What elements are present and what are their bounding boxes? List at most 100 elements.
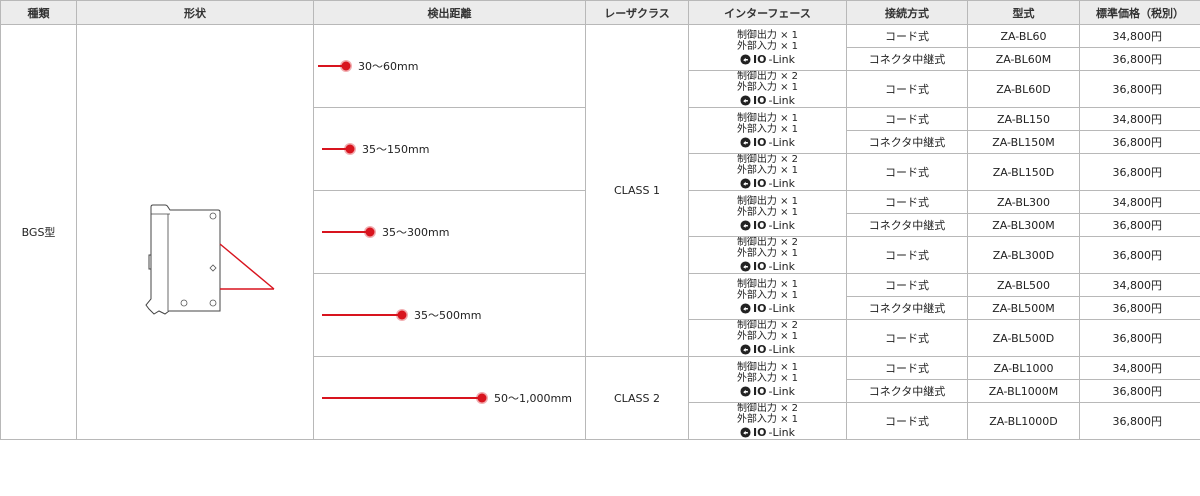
table-body: BGS型 30～60mm CLASS 1 制御出力 × 1 外部入力 × 1 IO -Lin… (0, 24, 1200, 440)
interface-output-line: 制御出力 × 1 (736, 361, 799, 373)
io-link-logo-icon (740, 53, 751, 65)
io-link-logo: IO -Link (740, 302, 795, 315)
model-number: ZA-BL300D (967, 236, 1080, 274)
interface-output-line: 制御出力 × 1 (736, 112, 799, 124)
interface-input-line: 外部入力 × 1 (736, 40, 799, 52)
interface-spec: 制御出力 × 1 外部入力 × 1 IO -Link (690, 30, 846, 66)
model-number: ZA-BL300 (967, 190, 1080, 214)
sensor-outline-drawing (145, 204, 275, 315)
interface-cell: 制御出力 × 2 外部入力 × 1 IO -Link (688, 153, 847, 191)
table-row: コネクタ中継式 ZA-BL500M 36,800円 (1, 296, 1200, 320)
interface-input-line: 外部入力 × 1 (736, 123, 799, 135)
list-price: 36,800円 (1079, 236, 1200, 274)
interface-input-line: 外部入力 × 1 (736, 82, 799, 93)
io-link-logo: IO -Link (740, 343, 795, 356)
laser-beam (322, 397, 482, 399)
interface-cell: 制御出力 × 1 外部入力 × 1 IO -Link (688, 190, 847, 237)
io-link-logo-light: -Link (768, 218, 795, 232)
list-price: 36,800円 (1079, 213, 1200, 237)
list-price: 36,800円 (1079, 296, 1200, 320)
connection-method: コード式 (846, 319, 968, 357)
model-number: ZA-BL150 (967, 107, 1080, 131)
io-link-logo-icon (740, 136, 751, 148)
model-number: ZA-BL1000D (967, 402, 1080, 440)
distance-value: 35～150mm (362, 143, 430, 156)
connection-method: コネクタ中継式 (846, 130, 968, 154)
distance-cell: 35～300mm (313, 190, 586, 274)
model-number: ZA-BL500 (967, 273, 1080, 297)
model-number: ZA-BL60D (967, 70, 1080, 108)
connection-method: コード式 (846, 153, 968, 191)
model-number: ZA-BL60 (967, 24, 1080, 48)
io-link-logo-icon (740, 261, 751, 272)
laser-class-2: CLASS 2 (585, 356, 689, 440)
distance-cell: 50～1,000mm (313, 356, 586, 440)
connection-method: コネクタ中継式 (846, 296, 968, 320)
connection-method: コネクタ中継式 (846, 379, 968, 403)
interface-output-line: 制御出力 × 2 (736, 237, 799, 249)
model-number: ZA-BL1000 (967, 356, 1080, 380)
io-link-logo-bold: IO (753, 218, 767, 232)
interface-spec: 制御出力 × 2 外部入力 × 1 IO -Link (690, 321, 846, 356)
connection-method: コード式 (846, 107, 968, 131)
connection-method: コネクタ中継式 (846, 213, 968, 237)
laser-spot-icon (365, 227, 375, 237)
interface-input-line: 外部入力 × 1 (736, 165, 799, 176)
connection-method: コード式 (846, 356, 968, 380)
table-row: コネクタ中継式 ZA-BL60M 36,800円 (1, 47, 1200, 71)
interface-spec: 制御出力 × 1 外部入力 × 1 IO -Link (690, 278, 846, 315)
io-link-logo-light: -Link (768, 301, 795, 315)
shape-cell (76, 24, 314, 440)
interface-cell: 制御出力 × 2 外部入力 × 1 IO -Link (688, 402, 847, 440)
interface-output-line: 制御出力 × 1 (736, 195, 799, 207)
laser-beam (322, 148, 350, 150)
io-link-logo-bold: IO (753, 426, 767, 439)
list-price: 36,800円 (1079, 319, 1200, 357)
io-link-logo-bold: IO (753, 177, 767, 190)
io-link-logo-light: -Link (768, 343, 795, 356)
price-table: 種類 形状 検出距離 レーザクラス インターフェース 接続方式 型式 標準価格（… (0, 0, 1200, 440)
io-link-logo-light: -Link (768, 426, 795, 439)
io-link-logo-bold: IO (753, 301, 767, 315)
io-link-logo-icon (740, 219, 751, 231)
model-number: ZA-BL300M (967, 213, 1080, 237)
list-price: 36,800円 (1079, 153, 1200, 191)
interface-cell: 制御出力 × 2 外部入力 × 1 IO -Link (688, 236, 847, 274)
header-model: 型式 (967, 0, 1080, 25)
io-link-logo: IO -Link (740, 426, 795, 439)
io-link-logo-light: -Link (768, 94, 795, 107)
header-shape: 形状 (76, 0, 314, 25)
io-link-logo-light: -Link (768, 177, 795, 190)
interface-input-line: 外部入力 × 1 (736, 414, 799, 425)
interface-spec: 制御出力 × 2 外部入力 × 1 IO -Link (690, 237, 846, 273)
interface-cell: 制御出力 × 1 外部入力 × 1 IO -Link (688, 273, 847, 320)
header-kind: 種類 (0, 0, 77, 25)
io-link-logo: IO -Link (740, 219, 795, 232)
list-price: 34,800円 (1079, 107, 1200, 131)
interface-cell: 制御出力 × 1 外部入力 × 1 IO -Link (688, 24, 847, 71)
table-row: BGS型 30～60mm CLASS 1 制御出力 × 1 外部入力 × 1 IO -Lin… (0, 24, 1200, 440)
distance-value: 50～1,000mm (494, 392, 572, 405)
list-price: 34,800円 (1079, 190, 1200, 214)
distance-cell: 35～500mm (313, 273, 586, 357)
laser-spot-icon (397, 310, 407, 320)
list-price: 36,800円 (1079, 402, 1200, 440)
distance-value: 30～60mm (358, 60, 419, 73)
laser-spot-icon (345, 144, 355, 154)
table-row: 制御出力 × 2 外部入力 × 1 IO -Link コード式 ZA-BL500D 36,8… (1, 319, 1200, 357)
header-distance: 検出距離 (313, 0, 586, 25)
io-link-logo-bold: IO (753, 135, 767, 149)
laser-beam (322, 314, 402, 316)
io-link-logo-icon (740, 385, 751, 397)
io-link-logo-icon (740, 302, 751, 314)
interface-output-line: 制御出力 × 2 (736, 403, 799, 415)
io-link-logo-bold: IO (753, 384, 767, 398)
list-price: 36,800円 (1079, 70, 1200, 108)
interface-output-line: 制御出力 × 1 (736, 278, 799, 290)
interface-spec: 制御出力 × 2 外部入力 × 1 IO -Link (690, 72, 846, 107)
io-link-logo-bold: IO (753, 52, 767, 66)
interface-spec: 制御出力 × 1 外部入力 × 1 IO -Link (690, 195, 846, 232)
model-number: ZA-BL500M (967, 296, 1080, 320)
model-number: ZA-BL150D (967, 153, 1080, 191)
distance-cell: 35～150mm (313, 107, 586, 191)
